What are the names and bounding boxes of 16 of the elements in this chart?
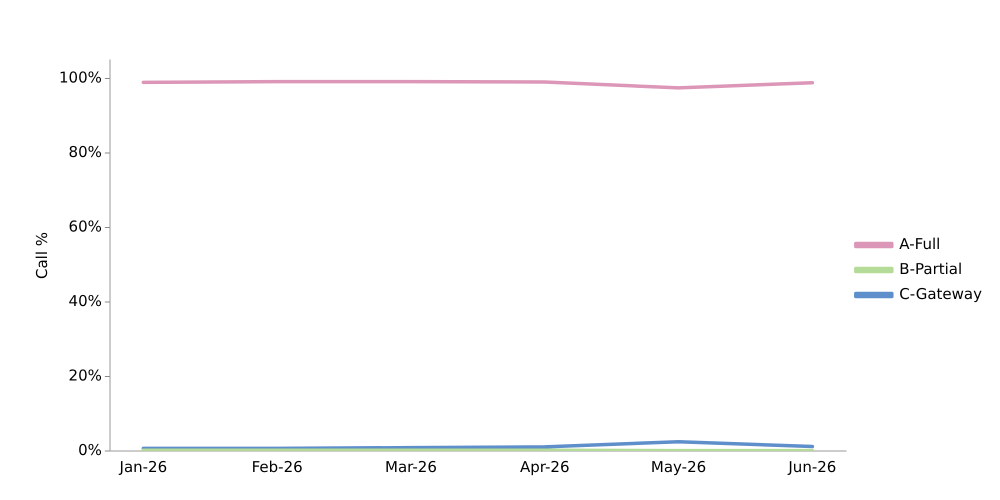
y-tick-label: 60% bbox=[68, 217, 102, 236]
x-tick-label: Apr-26 bbox=[520, 458, 570, 476]
x-tick-label: Jun-26 bbox=[787, 458, 836, 476]
y-tick-label: 100% bbox=[58, 68, 102, 87]
legend-label: A-Full bbox=[899, 234, 940, 253]
legend-label: C-Gateway bbox=[899, 284, 982, 303]
legend-label: B-Partial bbox=[899, 260, 962, 278]
y-tick-label: 80% bbox=[68, 142, 102, 161]
x-tick-label: Jan-26 bbox=[118, 458, 168, 476]
y-tick-label: 20% bbox=[68, 366, 102, 384]
y-tick-label: 40% bbox=[68, 292, 102, 310]
x-tick-label: Mar-26 bbox=[385, 458, 437, 476]
y-tick-label: 0% bbox=[78, 440, 102, 459]
x-tick-label: Feb-26 bbox=[252, 458, 303, 476]
x-tick-label: May-26 bbox=[650, 458, 706, 476]
y-axis-title: Call % bbox=[32, 232, 51, 280]
